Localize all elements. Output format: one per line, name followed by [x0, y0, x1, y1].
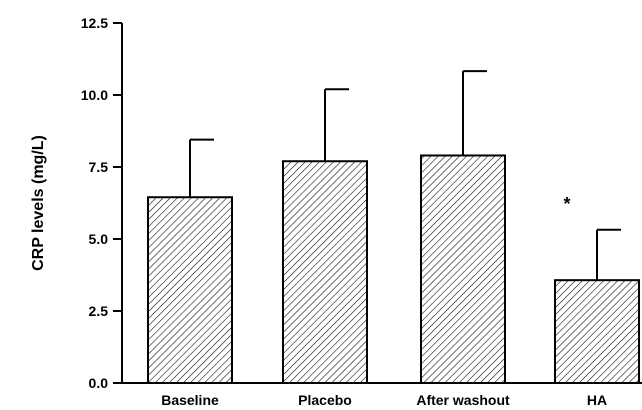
y-tick-label: 5.0: [89, 231, 109, 247]
x-tick-label: Baseline: [161, 392, 219, 408]
x-tick-label: HA: [587, 392, 607, 408]
x-tick-label: After washout: [416, 392, 510, 408]
x-tick-label: Placebo: [298, 392, 352, 408]
significance-marker: *: [563, 194, 570, 214]
y-tick-label: 0.0: [89, 375, 109, 391]
y-tick-label: 10.0: [81, 87, 108, 103]
bar: [282, 160, 368, 384]
y-tick-label: 12.5: [81, 15, 108, 31]
labels: 0.0 2.5 5.0 7.5 10.0 12.5 Baseline Placebo After…: [81, 15, 607, 408]
bar: [147, 196, 233, 384]
bar: [554, 279, 640, 384]
bar: [420, 154, 506, 384]
y-tick-label: 7.5: [89, 159, 109, 175]
y-axis-label: CRP levels (mg/L): [30, 135, 47, 271]
bars: [147, 70, 640, 384]
y-tick-label: 2.5: [89, 303, 109, 319]
